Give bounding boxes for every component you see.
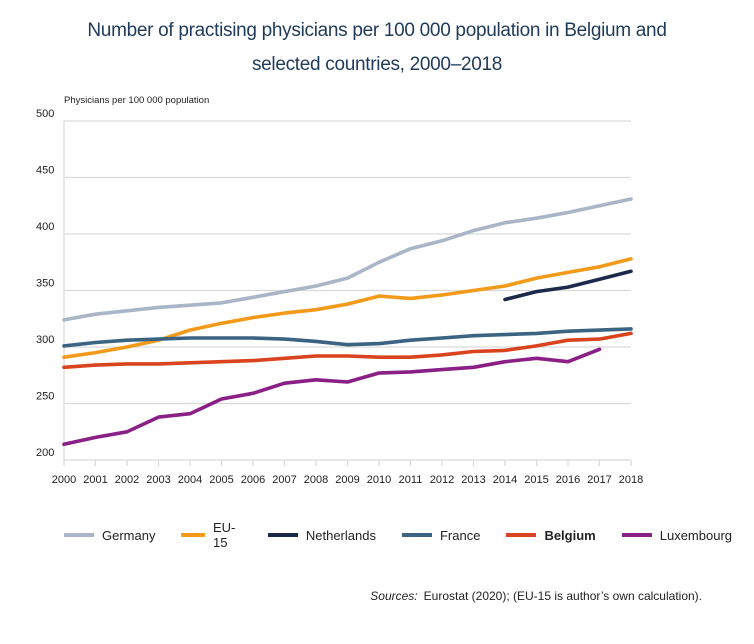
legend-label: EU-15 xyxy=(212,520,236,550)
legend-item-france: France xyxy=(401,527,481,543)
chart-title-line-2: selected countries, 2000–2018 xyxy=(251,54,503,75)
legend-swatch xyxy=(267,533,298,537)
legend-item-eu-15: EU-15 xyxy=(181,520,241,550)
source-note: Sources: Eurostat (2020); (EU-15 is autho… xyxy=(370,589,702,603)
x-tick-label: 2007 xyxy=(272,474,296,486)
legend-label: Luxembourg xyxy=(659,527,733,543)
x-tick-label: 2014 xyxy=(493,474,517,486)
chart-title: Number of practising physicians per 100 … xyxy=(0,14,754,82)
x-tick-label: 2016 xyxy=(556,474,580,486)
legend-item-germany: Germany xyxy=(64,528,155,543)
series-line-germany xyxy=(62,197,633,322)
x-tick-label: 2013 xyxy=(461,474,485,486)
legend-item-luxembourg: Luxembourg xyxy=(621,527,733,543)
y-tick-label: 500 xyxy=(36,108,54,120)
x-tick-label: 2006 xyxy=(241,474,265,486)
gridlines xyxy=(63,120,631,465)
y-tick-label: 200 xyxy=(36,447,54,459)
legend-item-belgium: Belgium xyxy=(506,527,596,543)
legend-swatch xyxy=(506,533,537,537)
chart-title-line-1: Number of practising physicians per 100 … xyxy=(87,20,667,41)
y-tick-label: 450 xyxy=(36,165,54,177)
series-line-netherlands xyxy=(503,269,633,302)
legend-swatch xyxy=(621,533,652,537)
x-tick-label: 2001 xyxy=(83,474,107,486)
x-tick-label: 2009 xyxy=(335,474,359,486)
x-axis-ticks: 2000 2001 2002 2003 2004 2005 2006 2007 2008 2009… xyxy=(52,460,643,486)
source-label: Sources: xyxy=(370,589,418,603)
x-tick-label: 2005 xyxy=(209,474,233,486)
y-tick-label: 350 xyxy=(36,278,54,290)
y-axis-ticks: 200 250 300 350 400 450 500 xyxy=(36,108,54,459)
y-tick-label: 400 xyxy=(36,221,54,233)
legend-label: Belgium xyxy=(544,527,596,543)
series-line-luxembourg xyxy=(62,347,602,446)
x-tick-label: 2004 xyxy=(178,474,202,486)
x-tick-label: 2008 xyxy=(304,474,328,486)
legend-label: Germany xyxy=(102,527,156,543)
x-tick-label: 2018 xyxy=(619,474,643,486)
legend: Germany EU-15 Netherlands France Belgium Luxe… xyxy=(64,520,754,550)
line-chart: Physicians per 100 000 population 200250… xyxy=(36,95,643,486)
legend-item-netherlands: Netherlands xyxy=(267,527,376,543)
source-text: Eurostat (2020); (EU-15 is author’s own … xyxy=(423,589,702,603)
legend-swatch xyxy=(401,533,432,537)
x-tick-label: 2002 xyxy=(115,474,139,486)
series-line-france xyxy=(62,327,633,348)
series-lines xyxy=(62,197,633,446)
legend-label: Netherlands xyxy=(305,527,376,543)
x-tick-label: 2010 xyxy=(367,474,391,486)
y-tick-label: 300 xyxy=(36,334,54,346)
x-tick-label: 2003 xyxy=(146,474,170,486)
legend-label: France xyxy=(439,527,481,543)
y-axis-label: Physicians per 100 000 population xyxy=(64,95,209,106)
x-tick-label: 2000 xyxy=(52,474,76,486)
legend-swatch xyxy=(64,533,94,537)
x-tick-label: 2015 xyxy=(524,474,548,486)
series-line-belgium xyxy=(62,331,633,370)
x-tick-label: 2011 xyxy=(399,474,423,486)
x-tick-label: 2012 xyxy=(430,474,454,486)
x-tick-label: 2017 xyxy=(587,474,611,486)
y-tick-label: 250 xyxy=(36,391,54,403)
legend-swatch xyxy=(181,533,205,537)
